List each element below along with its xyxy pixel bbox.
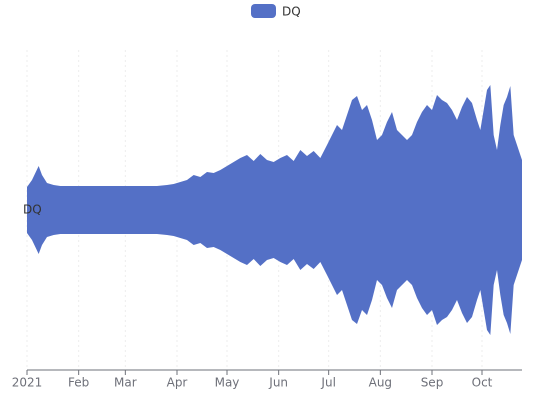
x-tick-label: Mar [114,376,137,390]
x-tick-label: Oct [472,376,493,390]
x-tick-label: May [215,376,240,390]
river-area [27,85,522,335]
series-label: DQ [23,203,42,217]
x-tick-label: Apr [167,376,188,390]
x-tick-label: Feb [68,376,89,390]
x-tick-label: Jun [268,376,288,390]
x-tick-label: 2021 [12,376,43,390]
legend-swatch[interactable] [251,4,276,18]
x-tick-label: Jul [320,376,335,390]
x-tick-label: Sep [421,376,444,390]
x-tick-label: Aug [369,376,392,390]
legend-label[interactable]: DQ [282,5,301,19]
